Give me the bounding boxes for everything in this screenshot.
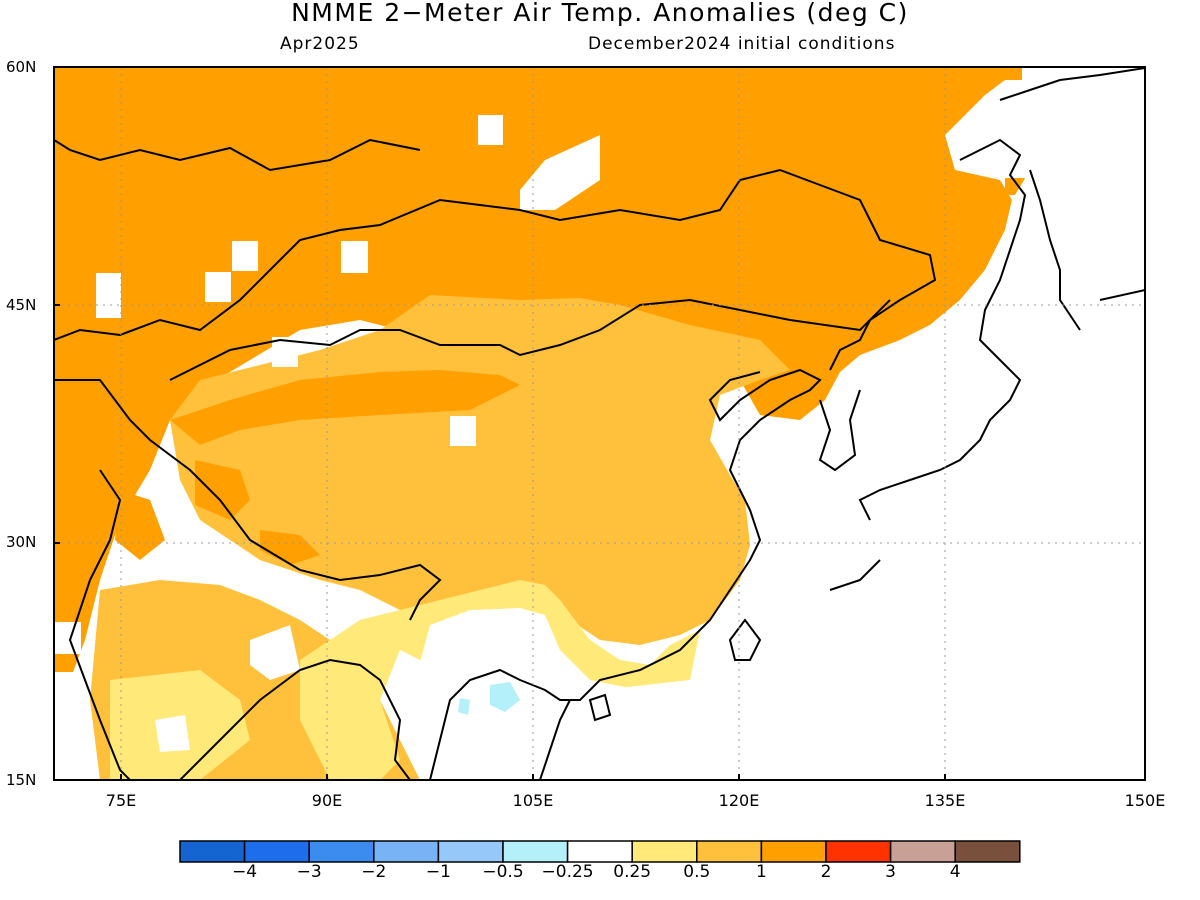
colorbar-swatch [696, 840, 763, 863]
colorbar-tick-label: −1 [425, 862, 451, 882]
anomaly-region-0-25-to-0-5 [300, 580, 700, 780]
colorbar-tick-label: −0.5 [482, 862, 524, 882]
map-title: NMME 2−Meter Air Temp. Anomalies (deg C) [291, 0, 909, 27]
lat-label-60n: 60N [6, 58, 37, 76]
anomaly-hole [232, 241, 258, 271]
colorbar-tick-label: 2 [820, 862, 832, 882]
anomaly-hole [450, 416, 476, 446]
anomaly-hole [54, 622, 81, 654]
colorbar-swatch [825, 840, 892, 863]
colorbar-tick-label: 4 [949, 862, 961, 882]
lat-label-15n: 15N [6, 771, 37, 789]
anomaly-hole [478, 115, 503, 145]
colorbar-swatch [308, 840, 375, 863]
target-month: Apr2025 [280, 34, 360, 54]
anomaly-hole [520, 135, 600, 210]
colorbar-swatch [502, 840, 569, 863]
colorbar-tick-label: −3 [296, 862, 322, 882]
anomaly-region-near-zero [410, 75, 1145, 780]
lon-label-75e: 75E [105, 791, 137, 810]
colorbar-tick-label: −0.25 [541, 862, 594, 882]
colorbar-swatch [179, 840, 246, 863]
lon-label-120e: 120E [718, 791, 760, 810]
anomaly-hole [341, 241, 368, 273]
anomaly-hole [205, 272, 231, 302]
colorbar-tick-label: 1 [755, 862, 767, 882]
colorbar-tick-label: −2 [361, 862, 387, 882]
colorbar-tick-label: −4 [232, 862, 258, 882]
lon-label-90e: 90E [311, 791, 343, 810]
colorbar-tick-label: 0.25 [613, 862, 652, 882]
colorbar-tick-label: 0.5 [683, 862, 711, 882]
ticks [54, 304, 946, 780]
anomaly-region-1-to-2 [54, 67, 1022, 680]
map-frame [53, 66, 1146, 781]
coastlines [54, 67, 1145, 780]
colorbar-swatch [373, 840, 440, 863]
lat-label-45n: 45N [6, 296, 37, 314]
lat-label-30n: 30N [6, 533, 37, 551]
lon-label-150e: 150E [1124, 791, 1166, 810]
anomaly-field [54, 67, 1145, 780]
colorbar-swatch [566, 840, 633, 863]
anomaly-region-neg-0-5 [458, 682, 520, 715]
anomaly-region-1-to-2 [115, 460, 320, 565]
colorbar-tick-label: 3 [885, 862, 896, 882]
colorbar [179, 840, 1021, 863]
colorbar-swatch [760, 840, 827, 863]
anomaly-hole [96, 273, 121, 318]
anomaly-region-near-zero [54, 625, 300, 780]
colorbar-swatch [437, 840, 504, 863]
colorbar-swatch [889, 840, 956, 863]
lon-label-135e: 135E [924, 791, 966, 810]
anomaly-region-1-to-2 [170, 370, 520, 445]
lon-label-105e: 105E [512, 791, 554, 810]
colorbar-swatch [243, 840, 310, 863]
init-conditions: December2024 initial conditions [588, 34, 896, 54]
colorbar-swatch [631, 840, 698, 863]
colorbar-swatch [954, 840, 1021, 863]
